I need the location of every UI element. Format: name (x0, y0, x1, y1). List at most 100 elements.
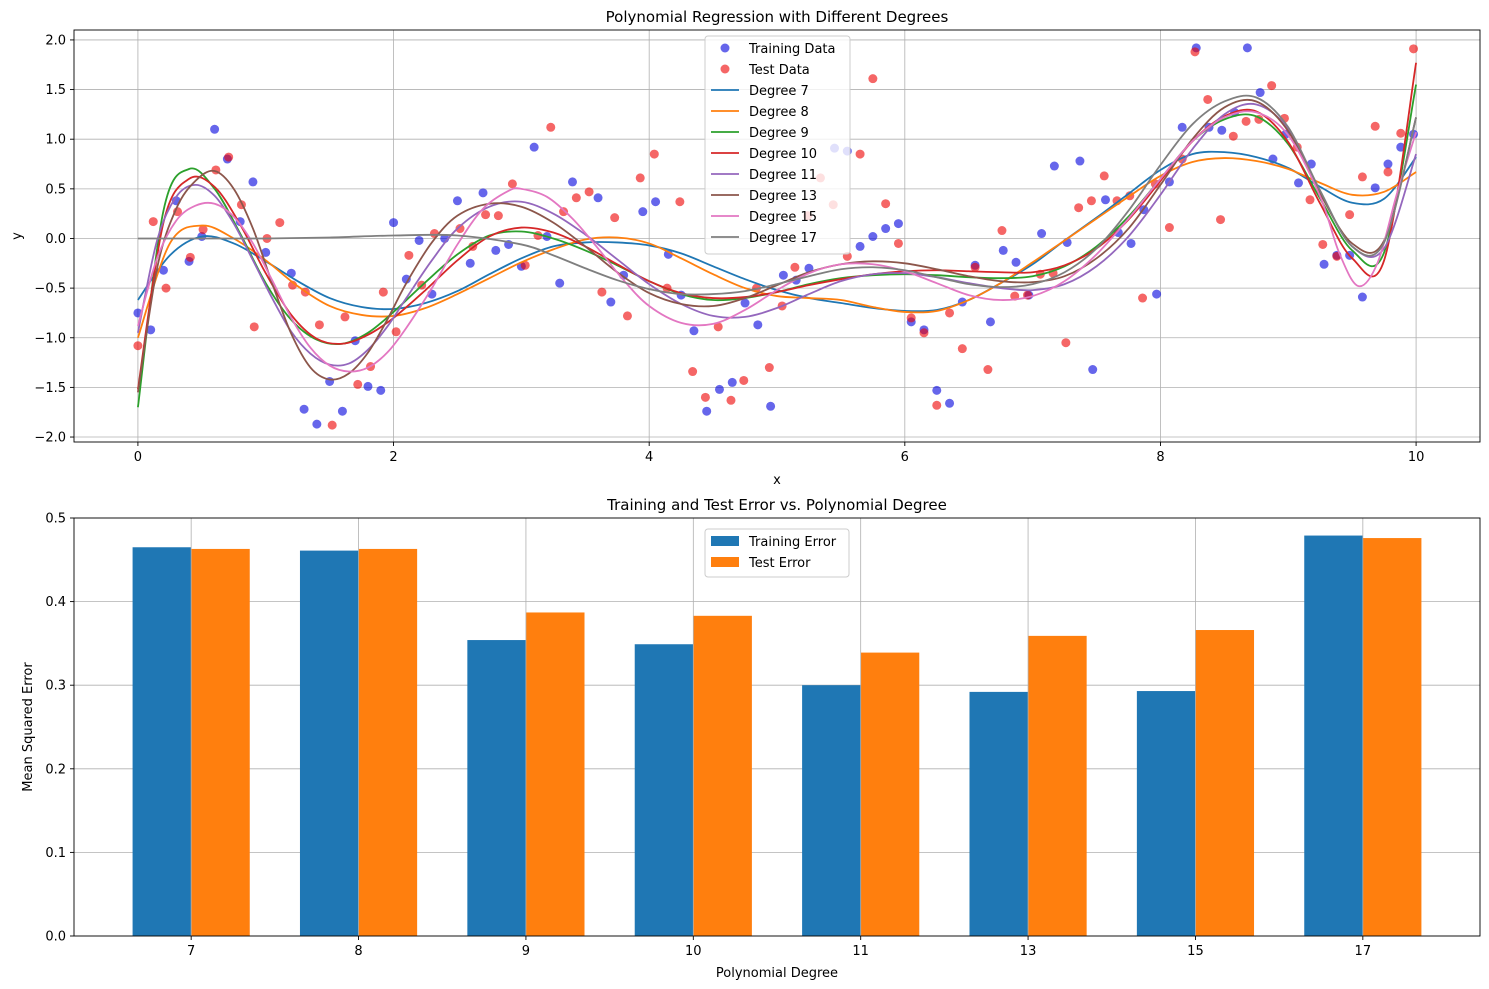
test-point (314, 320, 324, 330)
training-point (312, 419, 322, 429)
legend: Training Data Test Data Degree 7 Degree 8 De… (704, 35, 851, 255)
test-point (597, 287, 607, 297)
test-point (945, 308, 955, 318)
y-tick-label: 2.0 (45, 33, 66, 48)
training-point (1088, 365, 1098, 375)
test-error-bar-9 (525, 612, 585, 936)
training-error-bar-13 (969, 691, 1029, 936)
test-point (249, 322, 259, 332)
training-point (1049, 161, 1059, 171)
test-point (1190, 47, 1200, 57)
training-point (651, 197, 661, 207)
test-point (881, 199, 891, 209)
x-tick-label: 10 (1408, 450, 1425, 465)
test-point (855, 149, 865, 159)
training-point (1357, 292, 1367, 302)
training-point (1383, 159, 1393, 169)
test-point (957, 344, 967, 354)
y-tick-label: −0.5 (34, 282, 66, 297)
y-tick-label: −2.0 (34, 431, 66, 446)
training-point (529, 142, 539, 152)
y-tick-label: 0.0 (45, 930, 66, 945)
y-tick-label: 0.5 (45, 512, 66, 527)
training-point (389, 218, 399, 228)
test-point (133, 341, 143, 351)
test-error-bar-17 (1362, 538, 1422, 936)
test-point (520, 260, 530, 270)
y-axis-label: Mean Squared Error (21, 662, 36, 792)
training-point (638, 207, 648, 217)
training-error-bar-7 (132, 547, 192, 936)
test-point (919, 328, 929, 338)
test-point (546, 122, 556, 132)
training-point (337, 406, 347, 416)
test-point (1241, 116, 1251, 126)
test-point (198, 225, 208, 235)
test-point (1267, 81, 1277, 91)
training-point (414, 235, 424, 245)
legend-label: Degree 11 (749, 168, 817, 183)
legend-swatch (711, 536, 739, 546)
training-point (593, 193, 603, 203)
test-point (148, 217, 158, 227)
test-point (790, 262, 800, 272)
training-point (1370, 183, 1380, 193)
training-point (210, 124, 220, 134)
x-tick-label: 4 (645, 450, 653, 465)
test-point (970, 262, 980, 272)
training-point (1242, 43, 1252, 53)
test-point (429, 229, 439, 239)
series-line-degree-8 (137, 157, 1417, 339)
y-tick-label: 0.1 (45, 846, 66, 861)
test-point (1345, 210, 1355, 220)
test-point (1383, 167, 1393, 177)
training-point (1177, 122, 1187, 132)
test-point (404, 250, 414, 260)
training-error-bar-8 (299, 550, 359, 936)
test-point (493, 211, 503, 221)
test-point (1409, 44, 1419, 54)
test-point (224, 152, 234, 162)
test-point (893, 238, 903, 248)
regression-chart: 0 2 4 6 8 10 −2.0 −1.5 −1.0 −0.5 0.0 0.5 1.0 1.5 2.0 Po… (10, 8, 1481, 488)
legend: Training Error Test Error (704, 528, 850, 578)
test-point (1305, 195, 1315, 205)
training-point (727, 377, 737, 387)
test-point (1010, 291, 1020, 301)
test-point (622, 311, 632, 321)
training-point (804, 263, 814, 273)
training-point (893, 219, 903, 229)
y-tick-label: 1.0 (45, 133, 66, 148)
training-point (714, 384, 724, 394)
test-error-bar-10 (693, 615, 752, 936)
training-point (855, 241, 865, 251)
training-point (146, 325, 156, 335)
legend-label: Degree 17 (749, 231, 817, 246)
test-point (1396, 128, 1406, 138)
test-point (1061, 338, 1071, 348)
x-tick-label: 13 (1020, 944, 1037, 959)
test-point (327, 420, 337, 430)
training-point (1037, 229, 1047, 239)
legend-label: Training Error (748, 535, 837, 550)
legend-label: Test Error (748, 556, 811, 571)
test-point (1203, 94, 1213, 104)
test-point (1099, 171, 1109, 181)
test-point (378, 287, 388, 297)
training-point (702, 406, 712, 416)
legend-label: Training Data (748, 42, 835, 57)
test-error-bar-8 (358, 548, 418, 936)
training-point (881, 224, 891, 234)
y-tick-label: 1.5 (45, 83, 66, 98)
training-error-bar-17 (1304, 535, 1363, 936)
training-error-bar-15 (1136, 691, 1196, 936)
test-point (1370, 121, 1380, 131)
chart-title: Training and Test Error vs. Polynomial D… (606, 496, 947, 514)
series-line-degree-17 (137, 94, 1417, 296)
test-error-bar-13 (1028, 635, 1087, 936)
training-error-bar-9 (467, 640, 526, 936)
test-point (1074, 203, 1084, 213)
test-error-bar-11 (860, 652, 920, 936)
training-point (158, 265, 168, 275)
